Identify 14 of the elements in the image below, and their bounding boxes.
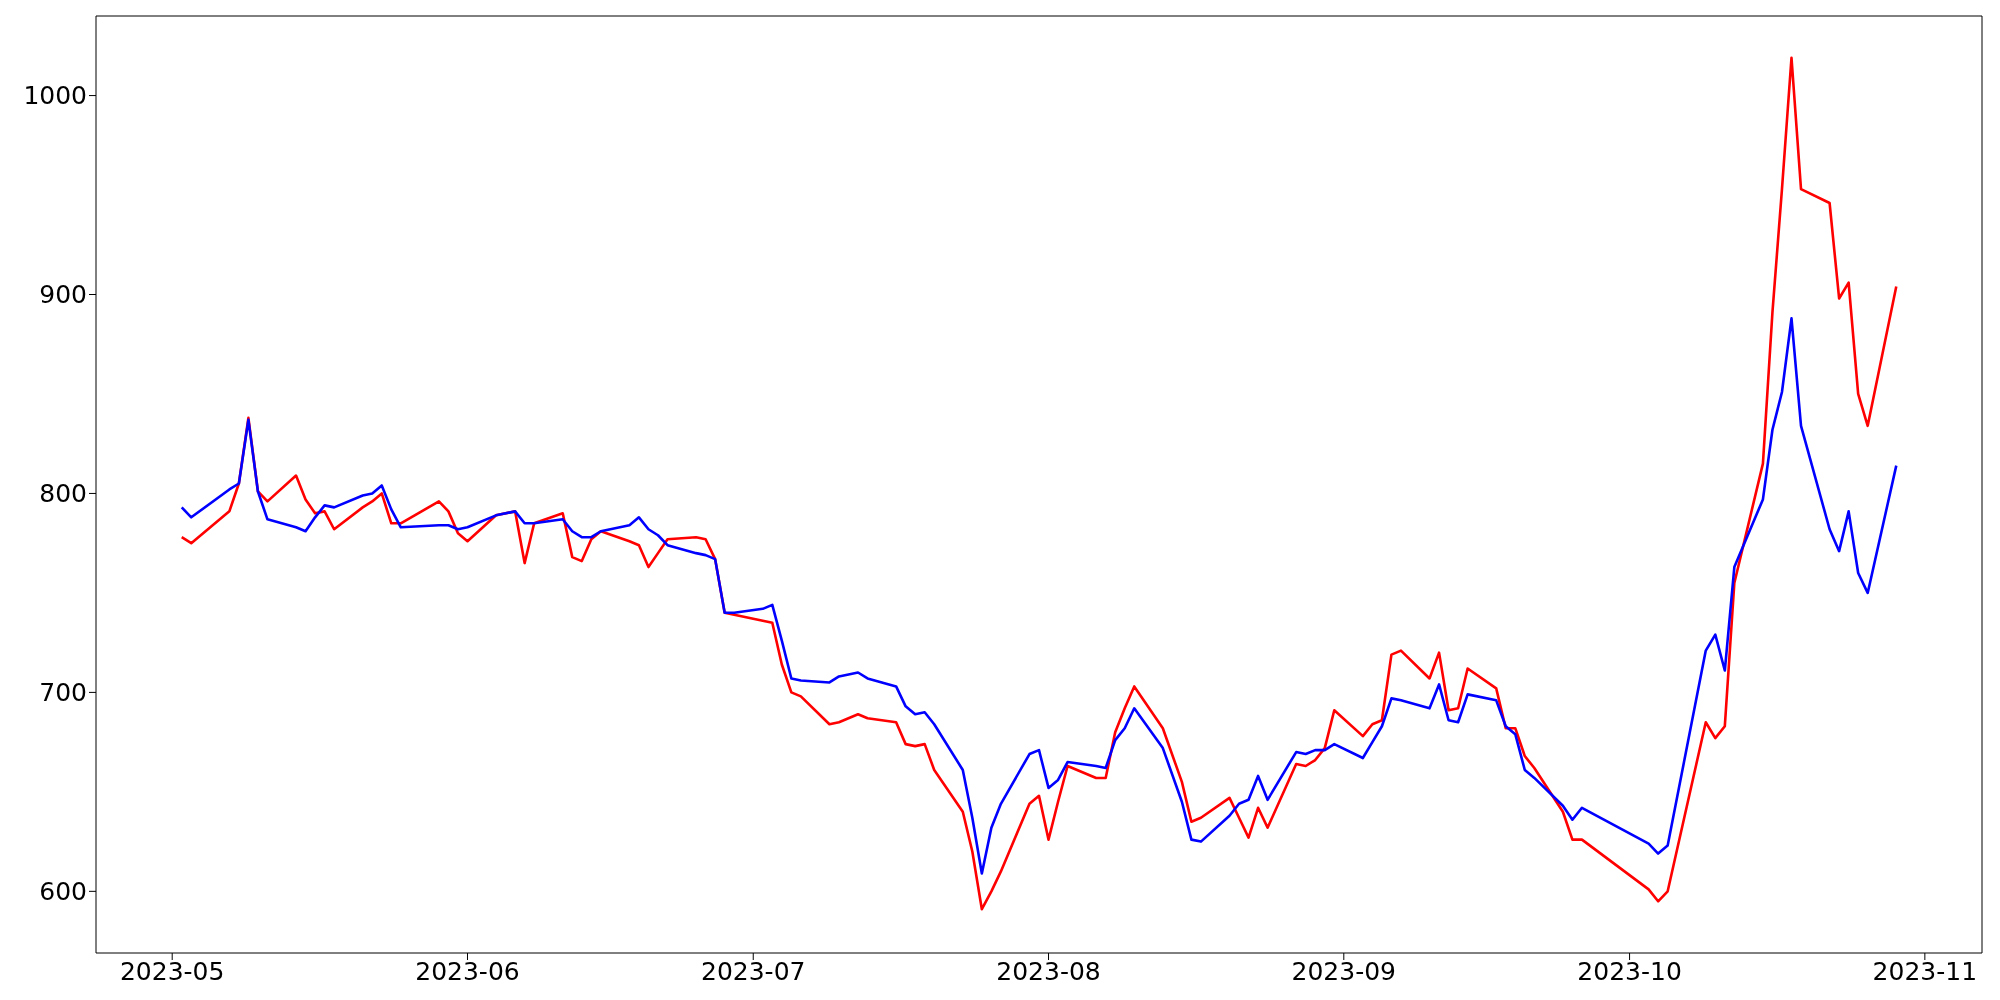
x-tick-label: 2023-05 [119,956,225,986]
y-tick-label: 800 [39,479,87,509]
y-tick-label: 1000 [23,81,87,111]
x-tick-label: 2023-08 [996,956,1101,986]
x-tick-label: 2023-09 [1291,956,1397,986]
x-tick-label: 2023-10 [1577,956,1682,986]
x-tick-label: 2023-07 [701,956,806,986]
y-tick-label: 900 [39,280,87,310]
line-series [180,56,1898,911]
x-tick-label: 2023-11 [1872,956,1978,986]
y-tick-label: 700 [39,678,87,708]
y-tick-label: 600 [39,877,87,907]
line-series [180,317,1898,875]
x-tick-label: 2023-06 [415,956,520,986]
